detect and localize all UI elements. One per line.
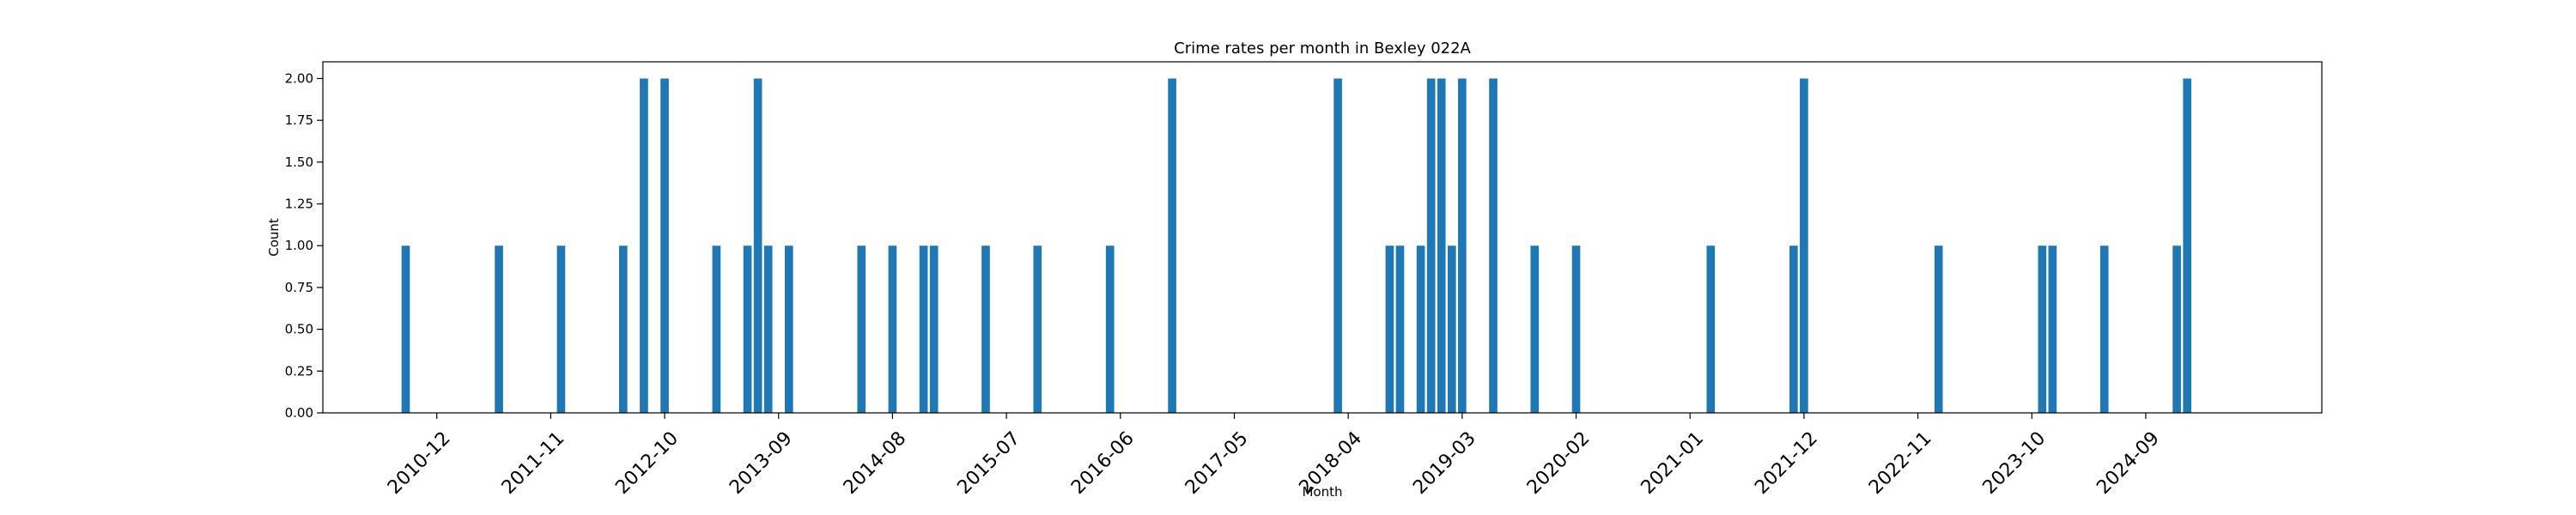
x-tick-label: 2016-06 xyxy=(1067,427,1139,499)
bar-2019-02 xyxy=(1447,245,1456,413)
bar-2014-11 xyxy=(919,245,928,413)
bar-2016-11 xyxy=(1168,78,1176,413)
x-tick-label: 2011-11 xyxy=(498,427,569,499)
y-tick-label: 0.50 xyxy=(285,322,313,337)
x-tick-label: 2015-07 xyxy=(953,427,1024,499)
x-axis-label: Month xyxy=(1302,484,1342,500)
x-tick-label: 2022-11 xyxy=(1865,427,1936,499)
bar-2023-01 xyxy=(1934,245,1943,413)
y-tick-label: 1.00 xyxy=(285,238,313,253)
x-tick-label: 2019-03 xyxy=(1409,427,1480,499)
bar-2023-11 xyxy=(2038,245,2047,413)
bar-2013-03 xyxy=(712,245,721,413)
x-tick-label: 2023-10 xyxy=(1979,427,2050,499)
x-tick-label: 2021-12 xyxy=(1751,427,1822,499)
chart-title: Crime rates per month in Bexley 022A xyxy=(1174,39,1471,58)
x-tick-label: 2012-10 xyxy=(611,427,683,499)
bar-2019-03 xyxy=(1458,78,1467,413)
bar-2019-01 xyxy=(1437,78,1446,413)
bar-2018-12 xyxy=(1426,78,1436,413)
bar-2015-10 xyxy=(1033,245,1042,413)
bar-2019-10 xyxy=(1530,245,1540,413)
bar-2010-09 xyxy=(401,245,410,413)
bar-2018-03 xyxy=(1334,78,1342,413)
x-tick-label: 2020-02 xyxy=(1523,427,1595,499)
bar-2018-08 xyxy=(1385,245,1394,413)
bar-2024-05 xyxy=(2099,245,2109,413)
bar-2020-02 xyxy=(1571,245,1581,413)
y-tick-label: 1.50 xyxy=(285,154,313,170)
bars-group xyxy=(401,78,2192,413)
y-axis-ticks: 0.00 0.25 0.50 0.75 1.00 1.25 1.50 1.75 2.00 xyxy=(285,70,323,421)
bar-2014-12 xyxy=(929,245,939,413)
bar-2019-06 xyxy=(1489,78,1498,413)
bar-2024-12 xyxy=(2172,245,2181,413)
bar-2014-05 xyxy=(857,245,866,413)
x-tick-label: 2010-12 xyxy=(384,427,455,499)
y-axis-label: Count xyxy=(266,218,282,257)
bar-2011-12 xyxy=(556,245,566,413)
bar-2021-11 xyxy=(1789,245,1798,413)
bar-2011-06 xyxy=(495,245,503,413)
x-tick-label: 2024-09 xyxy=(2093,427,2164,499)
x-axis-ticks: 2010-12 2011-11 2012-10 2013-09 2014-08 2015-… xyxy=(384,413,2164,499)
bar-2013-07 xyxy=(753,78,762,413)
x-tick-label: 2021-01 xyxy=(1637,427,1709,499)
x-tick-label: 2013-09 xyxy=(726,427,797,499)
x-tick-label: 2014-08 xyxy=(840,427,911,499)
bar-2012-08 xyxy=(640,78,648,413)
y-tick-label: 1.25 xyxy=(285,197,313,212)
y-tick-label: 2.00 xyxy=(285,70,313,86)
bar-2018-09 xyxy=(1395,245,1405,413)
bar-2014-08 xyxy=(888,245,897,413)
y-tick-label: 0.75 xyxy=(285,280,313,295)
bar-2018-11 xyxy=(1416,245,1425,413)
bar-2013-08 xyxy=(763,245,773,413)
bar-2012-10 xyxy=(660,78,669,413)
bar-2012-06 xyxy=(618,245,628,413)
bar-2021-12 xyxy=(1800,78,1808,413)
bar-2013-06 xyxy=(743,245,752,413)
bar-2025-01 xyxy=(2183,78,2192,413)
plot-area-frame xyxy=(322,61,2323,414)
bar-2023-12 xyxy=(2048,245,2057,413)
bar-2016-05 xyxy=(1105,245,1115,413)
bar-2013-10 xyxy=(784,245,793,413)
x-tick-label: 2017-05 xyxy=(1182,427,1253,499)
y-tick-label: 0.00 xyxy=(285,405,313,421)
bar-2015-05 xyxy=(981,245,990,413)
bar-2021-03 xyxy=(1706,245,1716,413)
y-tick-label: 0.25 xyxy=(285,363,313,379)
y-tick-label: 1.75 xyxy=(285,112,313,128)
